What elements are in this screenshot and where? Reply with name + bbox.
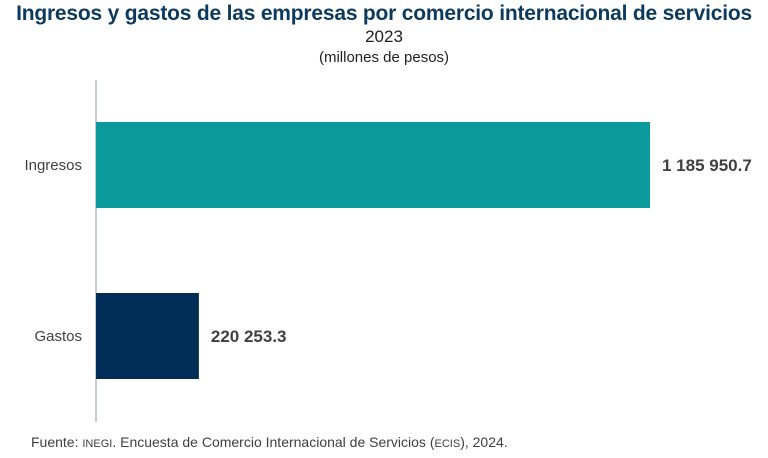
source-note: Fuente: INEGI. Encuesta de Comercio Inte… <box>31 434 508 450</box>
source-org: INEGI <box>82 438 113 450</box>
category-label: Gastos <box>34 328 82 345</box>
chart-subtitle: 2023 <box>365 27 403 46</box>
source-prefix: Fuente: <box>31 434 83 450</box>
data-label: 1 185 950.7 <box>662 156 752 175</box>
bar-gastos <box>96 293 199 379</box>
source-suffix: ), 2024. <box>460 434 508 450</box>
chart-title: Ingresos y gastos de las empresas por co… <box>16 2 752 25</box>
unit-label: (millones de pesos) <box>318 49 450 66</box>
category-label: Ingresos <box>24 157 82 174</box>
source-abbr: ECIS <box>434 438 461 450</box>
data-label: 220 253.3 <box>211 327 287 346</box>
source-middle: . Encuesta de Comercio Internacional de … <box>112 434 435 450</box>
bar-ingresos <box>96 122 651 208</box>
